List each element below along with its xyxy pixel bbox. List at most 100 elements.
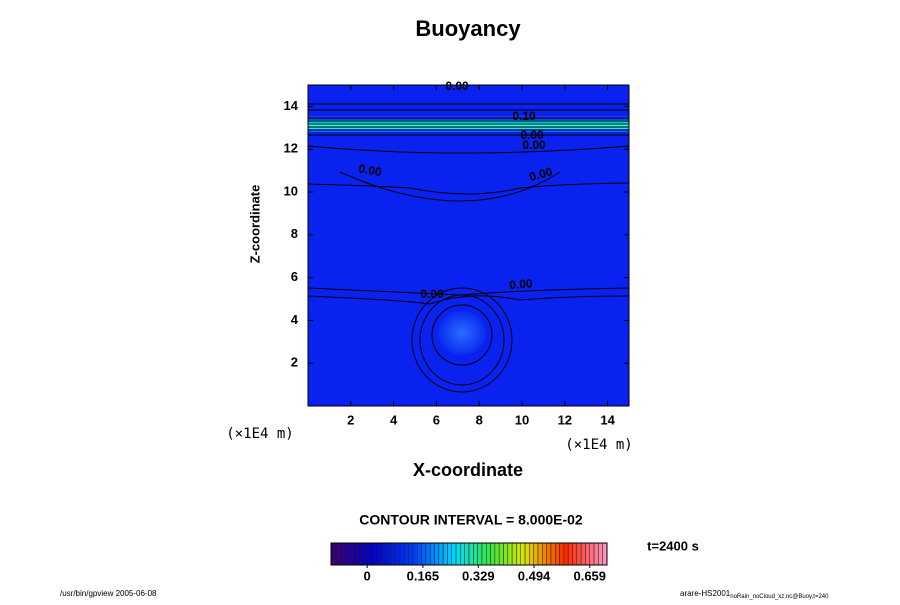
x-tick-label: 14: [600, 412, 615, 427]
colorbar-swatch: [464, 542, 470, 566]
colorbar-swatch: [356, 542, 362, 566]
x-axis-label: X-coordinate: [413, 460, 523, 480]
colorbar-swatch: [348, 542, 353, 566]
colorbar-swatch: [533, 542, 539, 566]
contour-label: 0.00: [509, 276, 534, 292]
colorbar-swatch: [503, 542, 509, 566]
colorbar-swatch: [498, 542, 504, 566]
colorbar-swatch: [382, 542, 388, 566]
colorbar-swatch: [408, 542, 414, 566]
colorbar-swatch: [343, 542, 349, 566]
y-tick-label: 8: [291, 226, 298, 241]
colorbar-swatch: [559, 542, 565, 566]
colorbar-swatch: [486, 542, 491, 566]
field: [307, 84, 630, 407]
chart-title: Buoyancy: [415, 16, 521, 41]
contour-label: 0.00: [420, 287, 444, 301]
colorbar-swatch: [490, 542, 496, 566]
contour-label: 0.00: [445, 79, 469, 93]
colorbar-swatch: [434, 542, 440, 566]
colorbar-swatch: [395, 542, 401, 566]
colorbar-swatch: [542, 542, 547, 566]
footer-right: arare-HS2001noRain_noCloud_xz.nc@Buoy,t=…: [680, 589, 829, 599]
colorbar-swatch: [330, 542, 336, 566]
colorbar-swatch: [417, 542, 422, 566]
y-unit: (×1E4 m): [226, 426, 293, 442]
footer-left: /usr/bin/gpview 2005-06-08: [60, 589, 157, 598]
colorbar-swatch: [399, 542, 405, 566]
colorbar-swatch: [365, 542, 371, 566]
colorbar-swatch: [593, 542, 599, 566]
x-unit: (×1E4 m): [565, 437, 632, 453]
colorbar-swatch: [511, 542, 517, 566]
colorbar-swatch: [507, 542, 513, 566]
colorbar-swatch: [404, 542, 409, 566]
y-tick-label: 6: [291, 269, 298, 284]
colorbar-swatch: [438, 542, 444, 566]
footer-right-sub: noRain_noCloud_xz.nc@Buoy,t=240: [730, 594, 829, 600]
colorbar-tick-label: 0.659: [573, 568, 606, 583]
colorbar-swatch: [477, 542, 483, 566]
colorbar-swatch: [567, 542, 573, 566]
y-axis-label: Z-coordinate: [247, 185, 262, 264]
y-tick-label: 14: [284, 98, 299, 113]
colorbar-swatch: [429, 542, 435, 566]
time-label: t=2400 s: [647, 538, 699, 553]
colorbar-swatch: [546, 542, 552, 566]
y-tick-label: 2: [291, 355, 298, 370]
contour-label: 0.00: [522, 138, 546, 152]
y-tick-label: 10: [284, 183, 298, 198]
contour-label: 0.00: [528, 164, 554, 184]
colorbar-swatch: [442, 542, 448, 566]
x-tick-label: 8: [476, 412, 483, 427]
x-tick-label: 12: [558, 412, 572, 427]
colorbar-swatch: [524, 542, 530, 566]
colorbar-swatch: [598, 542, 603, 566]
x-tick-label: 2: [347, 412, 354, 427]
contour-interval: CONTOUR INTERVAL = 8.000E-02: [359, 512, 583, 528]
colorbar-swatch: [451, 542, 457, 566]
colorbar-swatch: [468, 542, 474, 566]
colorbar-swatch: [580, 542, 586, 566]
colorbar-swatch: [572, 542, 578, 566]
y-tick-label: 4: [291, 312, 299, 327]
colorbar-swatch: [421, 542, 427, 566]
colorbar-swatch: [369, 542, 375, 566]
x-tick-label: 4: [390, 412, 398, 427]
colorbar-swatch: [360, 542, 366, 566]
colorbar-swatch: [550, 542, 556, 566]
colorbar-swatch: [412, 542, 418, 566]
x-tick-label: 6: [433, 412, 440, 427]
colorbar-tick-label: 0: [364, 568, 371, 583]
colorbar-swatch: [520, 542, 526, 566]
colorbar-swatch: [494, 542, 500, 566]
y-tick-label: 12: [284, 141, 298, 156]
colorbar-swatch: [481, 542, 487, 566]
colorbar-swatch: [386, 542, 392, 566]
colorbar-swatch: [378, 542, 383, 566]
colorbar-swatch: [455, 542, 461, 566]
colorbar-swatch: [537, 542, 543, 566]
colorbar-swatch: [529, 542, 534, 566]
colorbar-swatch: [555, 542, 560, 566]
colorbar-frame: [330, 542, 608, 566]
colorbar-swatch: [589, 542, 595, 566]
colorbar-swatch: [425, 542, 431, 566]
contour-label: 0.00: [520, 128, 544, 142]
colorbar-tick-label: 0.165: [407, 568, 440, 583]
contour-label: 0.00: [357, 161, 383, 179]
colorbar-swatch: [339, 542, 345, 566]
colorbar-swatch: [516, 542, 521, 566]
colorbar-swatch: [335, 542, 340, 566]
colorbar-swatch: [352, 542, 358, 566]
colorbar-tick-label: 0.494: [518, 568, 551, 583]
x-tick-label: 10: [515, 412, 529, 427]
colorbar-swatch: [373, 542, 379, 566]
footer-right-main: arare-HS2001: [680, 589, 731, 598]
colorbar-swatch: [447, 542, 452, 566]
colorbar-swatch: [576, 542, 582, 566]
colorbar-swatch: [391, 542, 396, 566]
colorbar-swatch: [460, 542, 465, 566]
contour-label: 0.10: [512, 109, 536, 123]
